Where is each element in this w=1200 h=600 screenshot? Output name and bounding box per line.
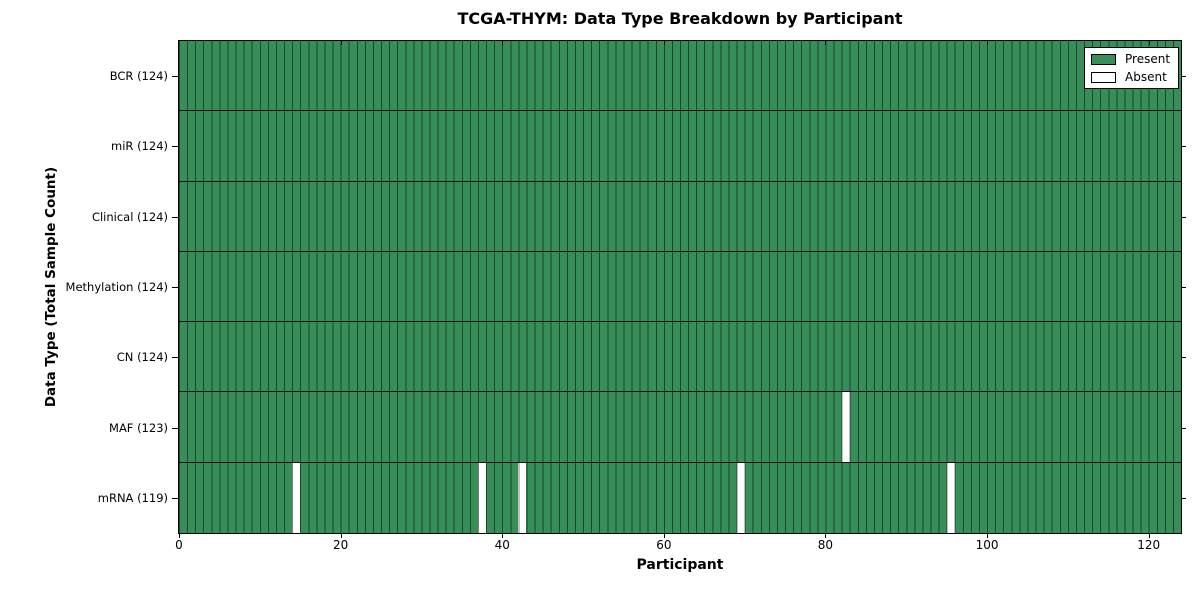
legend-entry-present: Present (1091, 53, 1170, 65)
y-tick-mark-right (1182, 357, 1186, 359)
x-tick-mark (502, 534, 504, 538)
y-tick-mark-right (1182, 146, 1186, 148)
y-tick-mark-right (1182, 287, 1186, 288)
absent-cell (518, 462, 527, 533)
legend: Present Absent (1084, 47, 1180, 89)
y-tick-mark-right (1182, 76, 1186, 78)
y-tick-label: Clinical (124) (91, 209, 168, 224)
x-tick-label: 80 (817, 538, 834, 552)
y-tick-label: mRNA (119) (97, 490, 168, 505)
x-tick-mark (987, 534, 989, 538)
x-tick-mark-top (987, 41, 989, 45)
x-tick-label: 40 (494, 538, 510, 552)
y-tick-mark (172, 287, 178, 288)
x-tick-label: 20 (332, 538, 349, 552)
legend-label: Present (1125, 52, 1171, 66)
x-tick-mark (340, 534, 342, 538)
legend-entry-absent: Absent (1091, 71, 1170, 83)
y-tick-label: miR (124) (111, 139, 168, 154)
legend-label: Absent (1125, 70, 1167, 84)
y-tick-label: BCR (124) (109, 69, 168, 84)
legend-swatch-present (1091, 53, 1116, 65)
x-tick-mark (1148, 534, 1150, 538)
x-tick-label: 120 (1137, 538, 1161, 552)
absent-cell (477, 462, 487, 533)
y-tick-mark-right (1182, 427, 1186, 429)
y-tick-label: CN (124) (116, 350, 168, 365)
row-band-maf (179, 392, 1181, 463)
x-tick-label: 100 (975, 538, 999, 552)
x-tick-label: 60 (656, 538, 672, 552)
y-tick-mark (172, 357, 178, 359)
absent-cell (736, 462, 745, 533)
x-axis-title: Participant (636, 557, 724, 573)
row-band-bcr (179, 41, 1181, 112)
y-tick-label: Methylation (124) (65, 280, 168, 294)
x-tick-mark (663, 534, 665, 538)
plot-area (178, 40, 1182, 534)
absent-cell (841, 392, 850, 462)
y-tick-mark (172, 497, 178, 499)
y-tick-mark (172, 216, 178, 218)
x-tick-mark (825, 534, 827, 538)
y-tick-mark-right (1182, 216, 1186, 218)
row-band-methylation (179, 251, 1181, 323)
row-band-mir (179, 111, 1181, 182)
x-tick-mark-top (825, 41, 827, 45)
x-tick-mark-top (1148, 41, 1150, 45)
chart-title: TCGA-THYM: Data Type Breakdown by Partic… (457, 9, 903, 28)
x-tick-mark-top (340, 41, 342, 45)
x-tick-label: 0 (175, 538, 183, 552)
x-tick-mark-top (663, 41, 665, 45)
row-band-clinical (179, 181, 1181, 252)
absent-cell (292, 462, 301, 533)
x-tick-mark (179, 534, 180, 538)
row-band-mrna (179, 462, 1181, 533)
y-tick-label: MAF (123) (109, 420, 168, 435)
y-tick-mark (172, 146, 178, 148)
row-band-cn (179, 322, 1181, 393)
x-tick-mark-top (502, 41, 504, 45)
y-tick-mark (172, 427, 178, 429)
absent-cell (946, 462, 955, 533)
y-tick-mark-right (1182, 497, 1186, 499)
y-tick-mark (172, 76, 178, 78)
legend-swatch-absent (1091, 71, 1116, 83)
